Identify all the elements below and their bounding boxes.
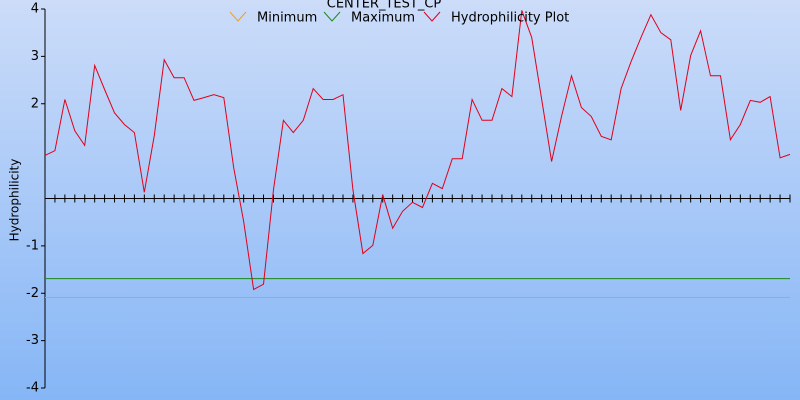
y-tick-label: 2 bbox=[31, 96, 39, 111]
y-tick-label: 3 bbox=[31, 49, 39, 64]
legend-label: Minimum bbox=[257, 11, 317, 26]
legend-label: Hydrophilicity Plot bbox=[451, 11, 569, 26]
y-tick-label: -2 bbox=[26, 286, 39, 301]
y-tick-label: -4 bbox=[26, 381, 39, 396]
legend-icon bbox=[423, 11, 441, 22]
y-tick-label: -1 bbox=[26, 238, 39, 253]
legend-label: Maximum bbox=[351, 11, 415, 26]
legend-icon bbox=[323, 11, 341, 22]
y-tick-label: -3 bbox=[26, 333, 39, 348]
chart-title: CENTER_TEST_CP bbox=[327, 0, 442, 12]
y-tick-label: 4 bbox=[31, 2, 39, 17]
data-line bbox=[44, 10, 791, 291]
legend-icon bbox=[229, 11, 247, 22]
y-axis-label: Hydrophilicity bbox=[8, 159, 22, 242]
